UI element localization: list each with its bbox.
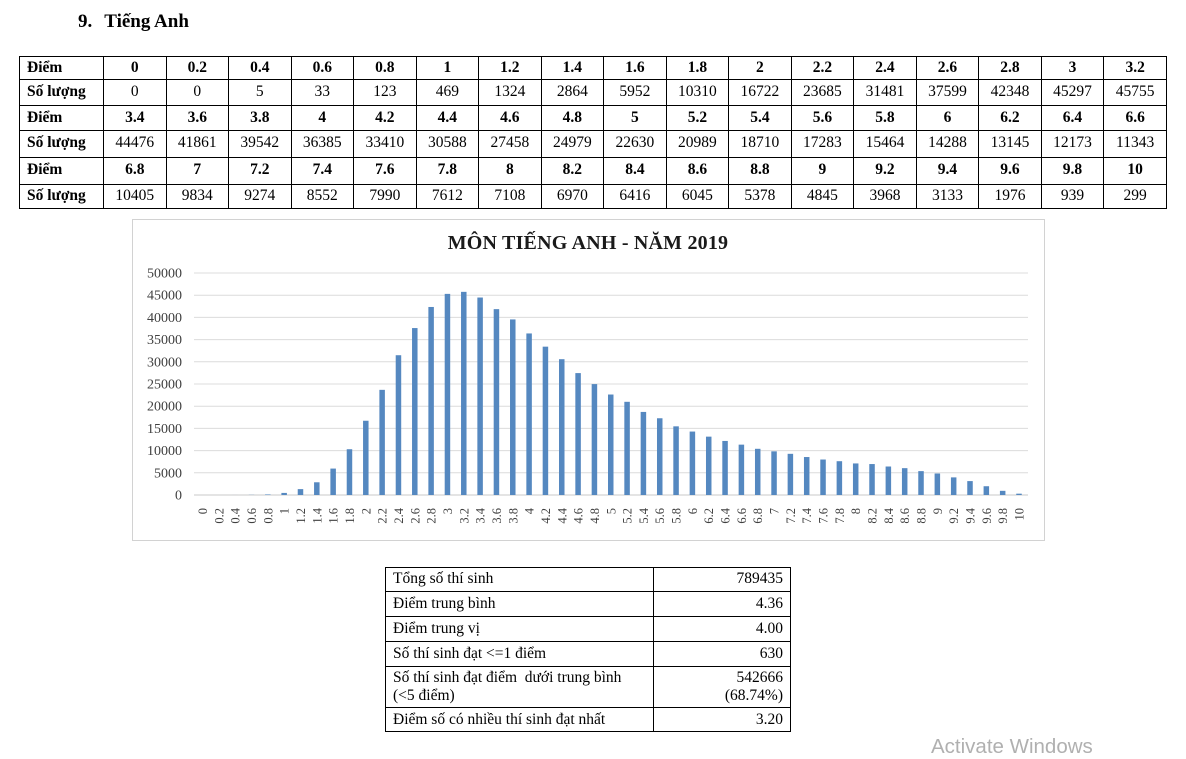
svg-text:3.4: 3.4 xyxy=(473,507,487,523)
svg-text:6.8: 6.8 xyxy=(751,508,765,524)
svg-text:4: 4 xyxy=(522,507,536,514)
svg-text:0.2: 0.2 xyxy=(212,508,226,524)
svg-text:8.8: 8.8 xyxy=(914,508,928,524)
svg-text:1.6: 1.6 xyxy=(326,508,340,524)
svg-text:7: 7 xyxy=(767,508,781,514)
svg-text:30000: 30000 xyxy=(147,355,182,370)
svg-text:1: 1 xyxy=(277,508,291,514)
svg-text:7.4: 7.4 xyxy=(800,507,814,523)
svg-text:7.6: 7.6 xyxy=(816,508,830,524)
svg-text:0: 0 xyxy=(196,508,210,514)
svg-text:3.2: 3.2 xyxy=(457,508,471,524)
svg-text:2.4: 2.4 xyxy=(391,507,405,523)
svg-text:45000: 45000 xyxy=(147,288,182,303)
svg-text:4.2: 4.2 xyxy=(538,508,552,524)
svg-text:3: 3 xyxy=(440,508,454,514)
svg-text:6: 6 xyxy=(685,508,699,514)
svg-text:2.6: 2.6 xyxy=(408,508,422,524)
svg-text:7.2: 7.2 xyxy=(783,508,797,524)
svg-text:5.4: 5.4 xyxy=(636,507,650,523)
svg-text:8.2: 8.2 xyxy=(865,508,879,524)
svg-text:8: 8 xyxy=(849,508,863,514)
svg-text:8.4: 8.4 xyxy=(881,507,895,523)
svg-text:9.2: 9.2 xyxy=(947,508,961,524)
svg-text:35000: 35000 xyxy=(147,333,182,348)
svg-text:MÔN TIẾNG ANH - NĂM 2019: MÔN TIẾNG ANH - NĂM 2019 xyxy=(447,230,728,254)
svg-text:9: 9 xyxy=(930,508,944,514)
svg-text:10: 10 xyxy=(1012,508,1026,521)
svg-text:40000: 40000 xyxy=(147,310,182,325)
svg-text:0.4: 0.4 xyxy=(228,507,242,523)
svg-text:1.2: 1.2 xyxy=(293,508,307,524)
svg-text:15000: 15000 xyxy=(147,421,182,436)
svg-text:3.6: 3.6 xyxy=(489,508,503,524)
svg-text:8.6: 8.6 xyxy=(898,508,912,524)
svg-text:5.2: 5.2 xyxy=(620,508,634,524)
svg-text:20000: 20000 xyxy=(147,399,182,414)
svg-text:1.4: 1.4 xyxy=(310,507,324,523)
svg-text:5000: 5000 xyxy=(154,466,182,481)
svg-text:50000: 50000 xyxy=(147,266,182,281)
svg-text:5.8: 5.8 xyxy=(669,508,683,524)
svg-text:9.8: 9.8 xyxy=(996,508,1010,524)
svg-text:5.6: 5.6 xyxy=(653,508,667,524)
svg-text:0.8: 0.8 xyxy=(261,508,275,524)
svg-text:0: 0 xyxy=(175,488,182,503)
svg-text:2: 2 xyxy=(359,508,373,514)
svg-text:6.6: 6.6 xyxy=(734,508,748,524)
svg-text:3.8: 3.8 xyxy=(506,508,520,524)
svg-text:4.6: 4.6 xyxy=(571,508,585,524)
svg-text:7.8: 7.8 xyxy=(832,508,846,524)
svg-text:9.6: 9.6 xyxy=(979,508,993,524)
svg-text:4.4: 4.4 xyxy=(555,507,569,523)
svg-text:1.8: 1.8 xyxy=(342,508,356,524)
svg-text:6.4: 6.4 xyxy=(718,507,732,523)
svg-text:2.2: 2.2 xyxy=(375,508,389,524)
svg-text:10000: 10000 xyxy=(147,444,182,459)
svg-text:9.4: 9.4 xyxy=(963,507,977,523)
svg-text:2.8: 2.8 xyxy=(424,508,438,524)
svg-text:6.2: 6.2 xyxy=(702,508,716,524)
svg-text:5: 5 xyxy=(604,508,618,514)
svg-text:25000: 25000 xyxy=(147,377,182,392)
svg-text:4.8: 4.8 xyxy=(587,508,601,524)
svg-text:0.6: 0.6 xyxy=(244,508,258,524)
